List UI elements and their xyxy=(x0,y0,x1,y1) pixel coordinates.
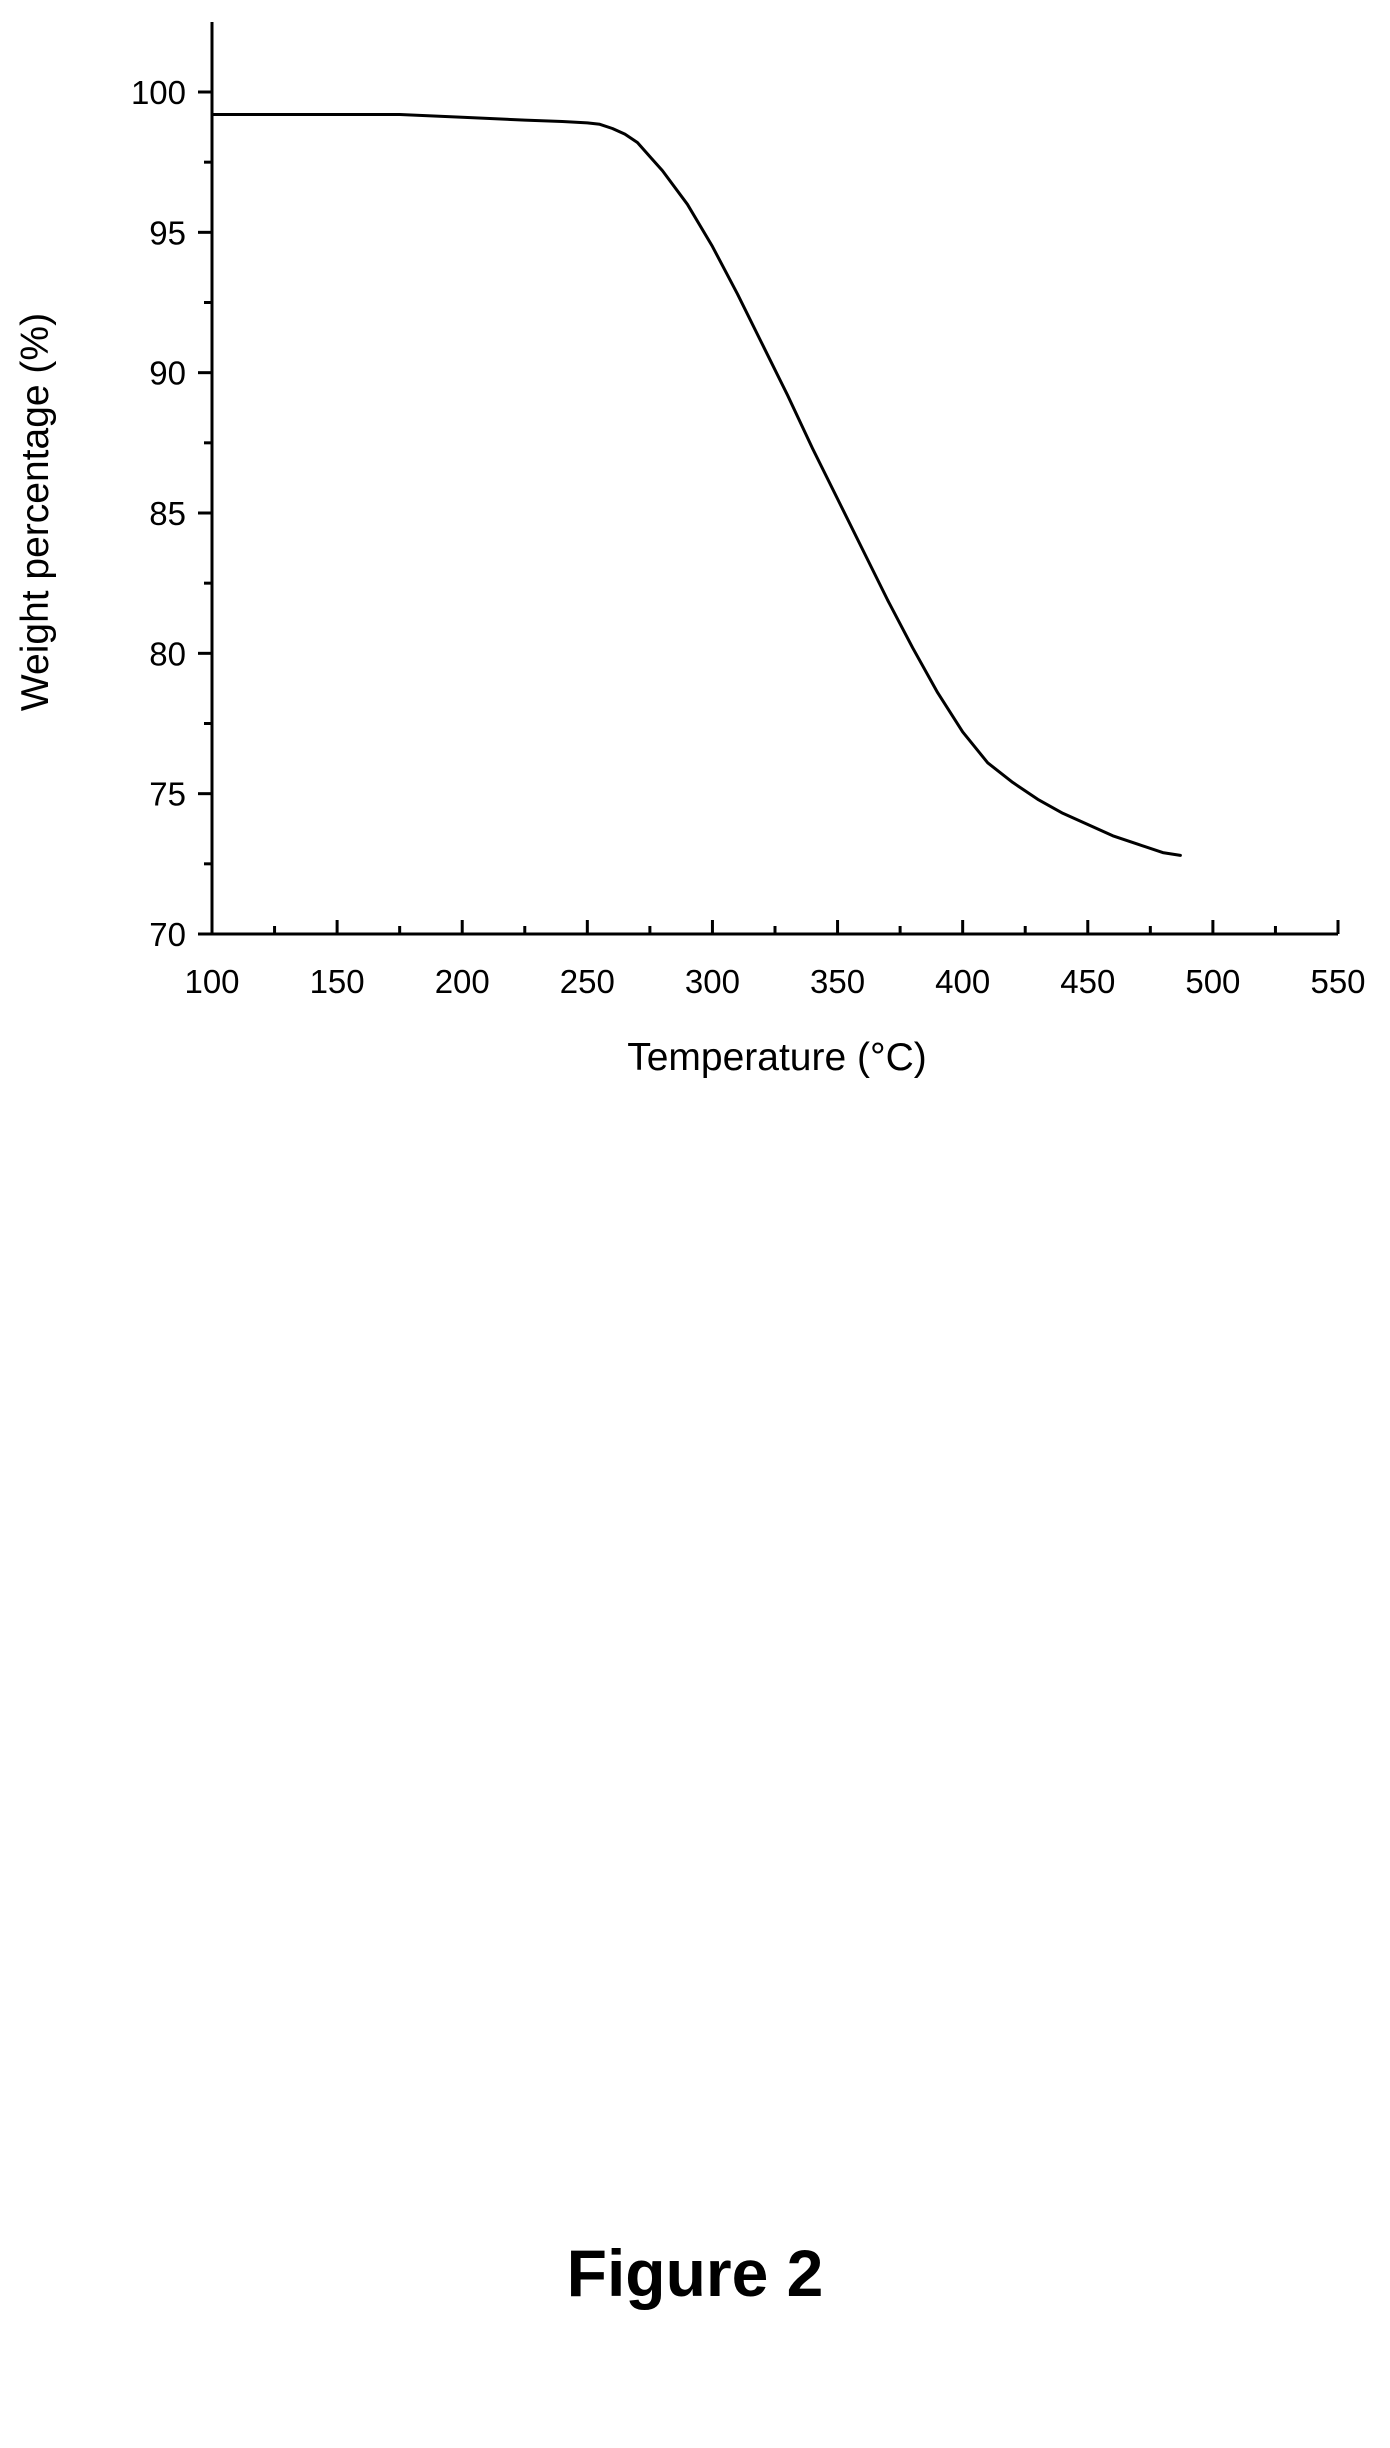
y-tick-label: 95 xyxy=(149,214,186,251)
x-tick-label: 450 xyxy=(1060,963,1115,1000)
x-axis-label: Temperature (°C) xyxy=(627,1036,927,1079)
figure-caption: Figure 2 xyxy=(566,2236,824,2310)
x-tick-label: 200 xyxy=(435,963,490,1000)
x-tick-label: 400 xyxy=(935,963,990,1000)
chart-series xyxy=(210,113,1182,857)
y-tick-label: 85 xyxy=(149,495,186,532)
x-tick-label: 150 xyxy=(310,963,365,1000)
x-tick-label: 500 xyxy=(1185,963,1240,1000)
chart-tick-labels: 100 150 200 250 300 350 400 450 500 550 70 75 80 85 90… xyxy=(131,74,1366,1000)
y-axis-label: Weight percentage (%) xyxy=(14,313,57,711)
y-tick-label: 100 xyxy=(131,74,186,111)
chart-ticks xyxy=(198,90,1340,936)
x-tick-label: 250 xyxy=(560,963,615,1000)
y-tick-label: 80 xyxy=(149,635,186,672)
tga-curve xyxy=(210,113,1182,857)
x-tick-label: 100 xyxy=(184,963,239,1000)
y-tick-label: 70 xyxy=(149,916,186,953)
tga-chart: 100 150 200 250 300 350 400 450 500 550 70 75 80 85 90… xyxy=(14,22,1366,1079)
x-tick-label: 550 xyxy=(1310,963,1365,1000)
x-tick-label: 350 xyxy=(810,963,865,1000)
y-tick-label: 90 xyxy=(149,355,186,392)
chart-axes xyxy=(210,22,1338,936)
y-tick-label: 75 xyxy=(149,776,186,813)
x-tick-label: 300 xyxy=(685,963,740,1000)
